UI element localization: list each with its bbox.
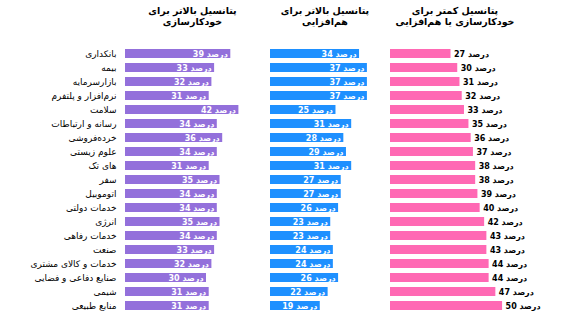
svg-text:38 درصد: 38 درصد: [479, 162, 514, 171]
svg-text:33 درصد: 33 درصد: [467, 106, 502, 115]
svg-text:23 درصد: 23 درصد: [293, 232, 328, 241]
svg-text:24 درصد: 24 درصد: [295, 246, 330, 255]
svg-text:27 درصد: 27 درصد: [303, 176, 338, 185]
svg-text:44 درصد: 44 درصد: [492, 260, 527, 269]
svg-text:42 درصد: 42 درصد: [488, 218, 523, 227]
svg-text:سفر: سفر: [98, 175, 116, 185]
svg-text:خدمات دولتی: خدمات دولتی: [66, 203, 117, 213]
svg-text:33 درصد: 33 درصد: [177, 64, 212, 73]
svg-text:38 درصد: 38 درصد: [479, 176, 514, 185]
svg-text:علوم زیستی: علوم زیستی: [70, 147, 117, 157]
svg-text:بانکداری: بانکداری: [85, 49, 116, 59]
svg-text:47 درصد: 47 درصد: [499, 288, 534, 297]
svg-text:35 درصد: 35 درصد: [472, 120, 507, 129]
svg-text:صنایع دفاعی و فضایی: صنایع دفاعی و فضایی: [34, 273, 116, 283]
svg-text:50 درصد: 50 درصد: [506, 302, 541, 311]
svg-text:شیمی: شیمی: [94, 287, 117, 297]
svg-text:29 درصد: 29 درصد: [308, 148, 343, 157]
html-text:پتانسیل کمتر برای خودکارسازی ی: پتانسیل کمتر برای خودکارسازی یا هم‌افزای…: [395, 5, 515, 28]
svg-text:43 درصد: 43 درصد: [490, 246, 525, 255]
svg-text:31 درصد: 31 درصد: [463, 78, 498, 87]
svg-text:بازارسرمایه: بازارسرمایه: [73, 77, 117, 87]
svg-text:42 درصد: 42 درصد: [201, 106, 236, 115]
svg-text:31 درصد: 31 درصد: [171, 92, 206, 101]
svg-text:34 درصد: 34 درصد: [179, 204, 214, 213]
svg-text:رسانه و ارتباطات: رسانه و ارتباطات: [51, 119, 116, 129]
svg-text:اتوموبیل: اتوموبیل: [85, 189, 116, 199]
svg-text:33 درصد: 33 درصد: [177, 246, 212, 255]
svg-text:36 درصد: 36 درصد: [185, 134, 220, 143]
svg-text:44 درصد: 44 درصد: [492, 274, 527, 283]
svg-text:های تک: های تک: [89, 161, 117, 171]
svg-text:27 درصد: 27 درصد: [303, 190, 338, 199]
svg-text:24 درصد: 24 درصد: [295, 260, 330, 269]
svg-text:34 درصد: 34 درصد: [179, 190, 214, 199]
svg-text:31 درصد: 31 درصد: [314, 162, 349, 171]
svg-text:26 درصد: 26 درصد: [301, 274, 336, 283]
svg-text:خرده‌فروشی: خرده‌فروشی: [69, 133, 117, 143]
svg-text:35 درصد: 35 درصد: [182, 218, 217, 227]
svg-text:36 درصد: 36 درصد: [474, 134, 509, 143]
svg-text:30 درصد: 30 درصد: [461, 64, 496, 73]
svg-text:32 درصد: 32 درصد: [174, 78, 209, 87]
svg-text:37 درصد: 37 درصد: [329, 92, 364, 101]
svg-text:صنعت: صنعت: [93, 245, 117, 255]
svg-text:37 درصد: 37 درصد: [329, 78, 364, 87]
svg-text:انرژی: انرژی: [95, 217, 116, 227]
svg-text:37 درصد: 37 درصد: [476, 148, 511, 157]
svg-text:30 درصد: 30 درصد: [169, 274, 204, 283]
svg-text:31 درصد: 31 درصد: [171, 288, 206, 297]
svg-text:28 درصد: 28 درصد: [306, 134, 341, 143]
svg-text:31 درصد: 31 درصد: [314, 120, 349, 129]
svg-text:بیمه: بیمه: [101, 63, 116, 73]
svg-text:27 درصد: 27 درصد: [454, 50, 489, 59]
svg-text:40 درصد: 40 درصد: [483, 204, 518, 213]
svg-text:22 درصد: 22 درصد: [290, 288, 325, 297]
svg-text:خدمات و کالای مشتری: خدمات و کالای مشتری: [30, 259, 116, 269]
svg-text:43 درصد: 43 درصد: [490, 232, 525, 241]
svg-text:خدمات رفاهی: خدمات رفاهی: [64, 231, 117, 241]
svg-text:19 درصد: 19 درصد: [282, 302, 317, 311]
svg-text:نرم‌افزار و پلتفرم: نرم‌افزار و پلتفرم: [51, 91, 116, 101]
svg-text:26 درصد: 26 درصد: [301, 204, 336, 213]
svg-text:32 درصد: 32 درصد: [465, 92, 500, 101]
svg-text:34 درصد: 34 درصد: [179, 120, 214, 129]
svg-text:25 درصد: 25 درصد: [298, 106, 333, 115]
svg-text:34 درصد: 34 درصد: [322, 50, 357, 59]
svg-text:31 درصد: 31 درصد: [171, 302, 206, 311]
svg-text:سلامت: سلامت: [90, 105, 117, 115]
svg-text:37 درصد: 37 درصد: [329, 64, 364, 73]
svg-text:39 درصد: 39 درصد: [193, 50, 228, 59]
svg-text:34 درصد: 34 درصد: [179, 232, 214, 241]
svg-text:منابع طبیعی: منابع طبیعی: [72, 301, 117, 311]
svg-text:23 درصد: 23 درصد: [293, 218, 328, 227]
svg-text:31 درصد: 31 درصد: [171, 162, 206, 171]
svg-text:34 درصد: 34 درصد: [179, 148, 214, 157]
svg-text:35 درصد: 35 درصد: [182, 176, 217, 185]
svg-text:39 درصد: 39 درصد: [481, 190, 516, 199]
html-text:پتانسیل بالاتر برای خودکارسازی: پتانسیل بالاتر برای خودکارسازی: [148, 5, 237, 28]
html-text:پتانسیل بالاتر برای هم‌افزایی: پتانسیل بالاتر برای هم‌افزایی: [280, 5, 370, 28]
svg-text:32 درصد: 32 درصد: [174, 260, 209, 269]
